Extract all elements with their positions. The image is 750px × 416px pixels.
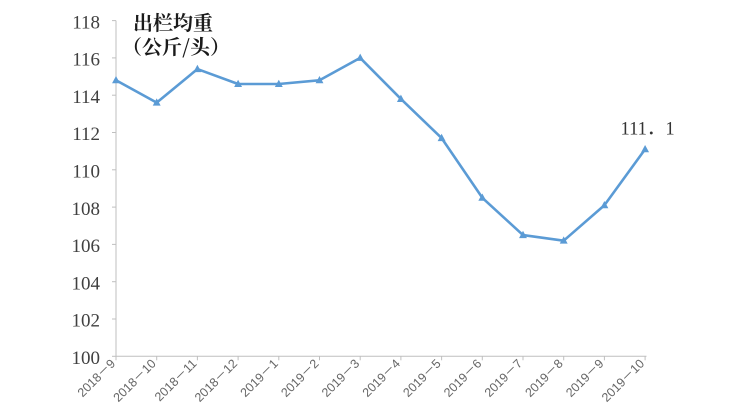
svg-text:110: 110 xyxy=(72,162,100,183)
svg-text:2019－2: 2019－2 xyxy=(278,356,321,399)
svg-text:112: 112 xyxy=(72,124,100,145)
svg-text:2019－3: 2019－3 xyxy=(319,356,362,399)
svg-text:2019－4: 2019－4 xyxy=(360,356,403,399)
svg-text:2019－8: 2019－8 xyxy=(523,356,566,399)
svg-text:100: 100 xyxy=(72,348,101,369)
svg-text:111．1: 111．1 xyxy=(621,120,675,140)
svg-text:106: 106 xyxy=(72,236,101,257)
svg-text:108: 108 xyxy=(72,199,101,220)
svg-text:2018－11: 2018－11 xyxy=(152,356,200,404)
svg-text:2019－6: 2019－6 xyxy=(441,356,484,399)
svg-text:2019－10: 2019－10 xyxy=(599,356,647,404)
svg-text:2019－5: 2019－5 xyxy=(400,356,443,399)
svg-text:102: 102 xyxy=(72,311,101,332)
svg-text:2018－12: 2018－12 xyxy=(192,356,240,404)
svg-text:118: 118 xyxy=(72,12,100,33)
svg-text:114: 114 xyxy=(72,87,100,108)
svg-text:2019－7: 2019－7 xyxy=(482,356,525,399)
svg-text:104: 104 xyxy=(72,273,101,294)
svg-text:2019－1: 2019－1 xyxy=(238,356,281,399)
svg-text:116: 116 xyxy=(72,50,100,71)
svg-text:2018－10: 2018－10 xyxy=(111,356,159,404)
